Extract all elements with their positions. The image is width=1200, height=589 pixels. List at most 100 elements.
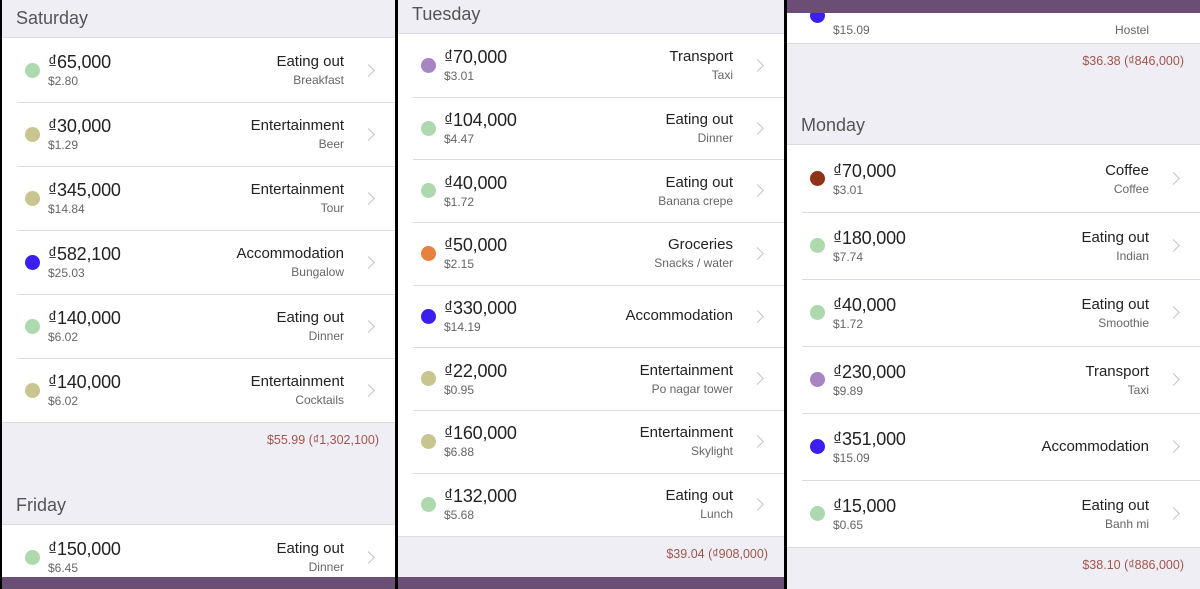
expense-row[interactable]: ₫30,000 $1.29 Entertainment Beer	[2, 102, 395, 166]
vnd-amount: ₫40,000	[833, 294, 896, 315]
expense-row[interactable]: ₫104,000 $4.47 Eating out Dinner	[398, 96, 784, 160]
expense-list: ₫70,000 $3.01 Coffee Coffee ₫180,000 $7.…	[787, 144, 1200, 548]
usd-amount: $1.29	[48, 138, 79, 152]
category-dot	[25, 549, 40, 565]
category-dot	[421, 371, 436, 387]
category-name: Entertainment	[250, 373, 344, 390]
category-dot	[421, 57, 436, 73]
category-dot	[810, 238, 825, 253]
category-dot	[421, 245, 436, 261]
category-name: Coffee	[1105, 161, 1149, 179]
expense-row[interactable]: ₫140,000 $6.02 Eating out Dinner	[2, 294, 395, 358]
category-name: Eating out	[1081, 228, 1149, 246]
expense-note: Bungalow	[291, 265, 344, 279]
usd-amount: $5.68	[444, 508, 475, 523]
chevron-right-icon	[362, 191, 375, 205]
category-name: Eating out	[665, 111, 733, 129]
expense-list: ₫70,000 $3.01 Transport Taxi ₫104,000 $4…	[398, 33, 784, 537]
usd-amount: $14.19	[444, 320, 481, 335]
day-header-saturday: Saturday	[2, 0, 395, 37]
day-total: $36.38 (₫846,000)	[1082, 54, 1184, 68]
usd-amount: $15.09	[833, 23, 870, 37]
expense-row[interactable]: ₫230,000 $9.89 Transport Taxi	[787, 346, 1200, 413]
vnd-amount: ₫70,000	[444, 47, 507, 68]
usd-amount: $15.09	[833, 450, 870, 465]
chevron-right-icon	[362, 319, 375, 333]
tab-bar	[2, 577, 395, 589]
expense-row[interactable]: ₫330,000 $14.19 Accommodation	[398, 284, 784, 348]
expense-row[interactable]: ₫70,000 $3.01 Transport Taxi	[398, 34, 784, 97]
expense-row[interactable]: ₫70,000 $3.01 Coffee Coffee	[787, 145, 1200, 212]
category-name: Entertainment	[250, 117, 344, 134]
vnd-amount: ₫70,000	[833, 160, 896, 181]
vnd-amount: ₫180,000	[833, 227, 906, 248]
expense-note: Banana crepe	[658, 193, 733, 208]
expense-row[interactable]: ₫150,000 $6.45 Eating out Dinner	[2, 525, 395, 589]
expense-row[interactable]: ₫180,000 $7.74 Eating out Indian	[787, 212, 1200, 279]
category-dot	[25, 318, 40, 334]
chevron-right-icon	[1167, 507, 1180, 520]
expense-note: Banh mi	[1104, 516, 1149, 531]
chevron-right-icon	[362, 127, 375, 141]
usd-amount: $4.47	[444, 132, 475, 147]
category-dot	[421, 433, 436, 449]
vnd-amount: ₫104,000	[444, 110, 517, 131]
usd-amount: $14.84	[48, 202, 85, 216]
expense-note: Dinner	[308, 560, 344, 574]
expense-row[interactable]: ₫160,000 $6.88 Entertainment Skylight	[398, 410, 784, 473]
expense-row[interactable]: ₫40,000 $1.72 Eating out Banana crepe	[398, 159, 784, 222]
category-dot	[25, 62, 40, 78]
chevron-right-icon	[362, 383, 375, 397]
category-dot	[421, 183, 436, 199]
chevron-right-icon	[751, 497, 764, 511]
expense-note: Indian	[1116, 248, 1149, 263]
expense-row[interactable]: ₫582,100 $25.03 Accommodation Bungalow	[2, 230, 395, 294]
day-total: $38.10 (₫886,000)	[1082, 558, 1184, 572]
category-name: Eating out	[276, 53, 344, 70]
expense-row[interactable]: ₫15,000 $0.65 Eating out Banh mi	[787, 480, 1200, 547]
chevron-right-icon	[362, 255, 375, 269]
usd-amount: $0.65	[833, 517, 864, 532]
category-name: Groceries	[667, 236, 733, 254]
nav-bar	[787, 0, 1200, 13]
category-name: Eating out	[1081, 496, 1149, 514]
chevron-right-icon	[1167, 306, 1180, 319]
category-name: Eating out	[665, 487, 733, 505]
chevron-right-icon	[362, 63, 375, 77]
category-name: Entertainment	[639, 361, 733, 379]
chevron-right-icon	[1167, 440, 1180, 453]
category-dot	[810, 506, 825, 521]
expense-row[interactable]: ₫140,000 $6.02 Entertainment Cocktails	[2, 358, 395, 422]
expense-note: Skylight	[690, 444, 733, 459]
expense-row[interactable]: ₫22,000 $0.95 Entertainment Po nagar tow…	[398, 347, 784, 410]
usd-amount: $6.88	[444, 445, 475, 460]
category-dot	[810, 439, 825, 454]
expense-row[interactable]: ₫345,000 $14.84 Entertainment Tour	[2, 166, 395, 230]
category-name: Eating out	[276, 540, 344, 557]
category-name: Eating out	[1081, 295, 1149, 313]
expense-row[interactable]: ₫132,000 $5.68 Eating out Lunch	[398, 472, 784, 536]
usd-amount: $6.45	[48, 561, 79, 575]
day-total: $39.04 (₫908,000)	[666, 546, 768, 561]
usd-amount: $6.02	[48, 330, 79, 344]
vnd-amount: ₫15,000	[833, 495, 896, 516]
expense-note: Beer	[318, 137, 344, 151]
day-header-friday: Friday	[2, 487, 395, 524]
category-dot	[810, 372, 825, 387]
expense-note: Po nagar tower	[651, 381, 733, 396]
expense-row[interactable]: ₫65,000 $2.80 Eating out Breakfast	[2, 38, 395, 102]
category-dot	[810, 305, 825, 320]
expense-note: Coffee	[1113, 181, 1149, 196]
category-name: Accommodation	[1041, 437, 1149, 455]
expense-note: Dinner	[697, 131, 733, 146]
chevron-right-icon	[751, 247, 764, 260]
expense-row[interactable]: ₫50,000 $2.15 Groceries Snacks / water	[398, 222, 784, 285]
expense-row[interactable]: ₫40,000 $1.72 Eating out Smoothie	[787, 279, 1200, 346]
vnd-amount: ₫30,000	[48, 116, 111, 136]
chevron-right-icon	[751, 121, 764, 135]
category-name: Transport	[1085, 362, 1149, 380]
expense-row[interactable]: ₫351,000 $15.09 Accommodation	[787, 413, 1200, 480]
usd-amount: $25.03	[48, 266, 85, 280]
chevron-right-icon	[1167, 373, 1180, 386]
vnd-amount: ₫330,000	[444, 298, 517, 319]
